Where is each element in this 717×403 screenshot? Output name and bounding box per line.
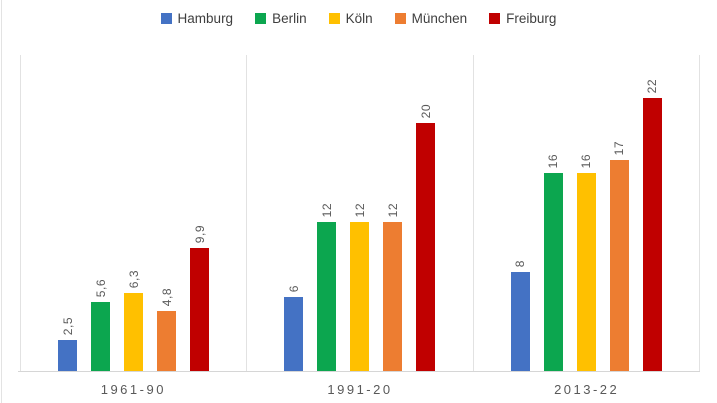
bar-value-label: 12: [319, 202, 334, 217]
bar-value-label: 16: [579, 153, 594, 168]
category-label-2013-22: 2013-22: [554, 382, 620, 397]
category-label-1991-20: 1991-20: [327, 382, 393, 397]
chart-legend: Hamburg Berlin Köln München Freiburg: [0, 11, 717, 26]
bar-group-münchen-2013-22: 17: [609, 140, 629, 371]
bar-freiburg-1991-20: [416, 123, 436, 371]
legend-label: Berlin: [272, 11, 307, 26]
category-axis-labels: 1961-90 1991-20 2013-22: [20, 382, 700, 397]
bar-group-freiburg-2013-22: 22: [642, 78, 662, 371]
plot-area: 2,5 5,6 6,3 4,8 9,9 6 12 12 12 20 8 16 16 17 22: [20, 55, 700, 371]
legend-item-freiburg: Freiburg: [489, 11, 556, 26]
bar-value-label: 20: [418, 103, 433, 118]
legend-swatch-icon: [160, 13, 172, 24]
bar-münchen-2013-22: [609, 160, 629, 371]
bar-freiburg-1961-90: [190, 248, 210, 371]
bar-group-freiburg-1991-20: 20: [416, 103, 436, 371]
bar-value-label: 5,6: [93, 278, 108, 297]
bar-value-label: 12: [385, 202, 400, 217]
bar-group-münchen-1991-20: 12: [383, 202, 403, 371]
legend-swatch-icon: [328, 13, 340, 24]
bar-hamburg-1961-90: [58, 340, 78, 371]
legend-label: Hamburg: [177, 11, 234, 26]
bar-köln-1961-90: [124, 293, 144, 371]
bar-group-berlin-1991-20: 12: [317, 202, 337, 371]
bar-freiburg-2013-22: [642, 98, 662, 371]
bar-berlin-2013-22: [543, 173, 563, 371]
bar-hamburg-1991-20: [284, 297, 304, 371]
legend-label: München: [411, 11, 468, 26]
legend-item-köln: Köln: [328, 11, 373, 26]
bar-value-label: 17: [612, 140, 627, 155]
panel-1991-20: 6 12 12 12 20: [246, 55, 472, 371]
screenshot-left-edge-line: [1, 0, 2, 403]
bar-group-hamburg-2013-22: 8: [510, 259, 530, 371]
bar-value-label: 8: [513, 259, 528, 267]
category-label-1961-90: 1961-90: [100, 382, 166, 397]
legend-swatch-icon: [255, 13, 267, 24]
bar-münchen-1991-20: [383, 222, 403, 371]
bar-group-hamburg-1961-90: 2,5: [58, 316, 78, 371]
legend-label: Freiburg: [506, 11, 557, 26]
bar-value-label: 2,5: [60, 316, 75, 335]
legend-swatch-icon: [394, 13, 406, 24]
bar-berlin-1961-90: [91, 302, 111, 371]
x-axis-line: [18, 371, 700, 372]
bar-group-köln-1961-90: 6,3: [124, 269, 144, 371]
bar-value-label: 6,3: [126, 269, 141, 288]
bar-group-köln-2013-22: 16: [576, 153, 596, 371]
legend-item-berlin: Berlin: [255, 11, 307, 26]
bar-group-köln-1991-20: 12: [350, 202, 370, 371]
bar-münchen-1961-90: [157, 311, 177, 371]
panel-2013-22: 8 16 16 17 22: [472, 55, 700, 371]
legend-item-münchen: München: [394, 11, 468, 26]
bar-group-berlin-2013-22: 16: [543, 153, 563, 371]
bar-group-hamburg-1991-20: 6: [284, 284, 304, 371]
bar-köln-2013-22: [576, 173, 596, 371]
bar-group-münchen-1961-90: 4,8: [157, 287, 177, 371]
bar-berlin-1991-20: [317, 222, 337, 371]
bar-value-label: 16: [546, 153, 561, 168]
bar-köln-1991-20: [350, 222, 370, 371]
legend-swatch-icon: [489, 13, 501, 24]
legend-item-hamburg: Hamburg: [160, 11, 234, 26]
bar-value-label: 4,8: [159, 287, 174, 306]
bar-value-label: 12: [352, 202, 367, 217]
bar-group-berlin-1961-90: 5,6: [91, 278, 111, 371]
legend-label: Köln: [345, 11, 373, 26]
bar-group-freiburg-1961-90: 9,9: [190, 224, 210, 371]
bar-value-label: 22: [645, 78, 660, 93]
bar-value-label: 6: [286, 284, 301, 292]
bar-value-label: 9,9: [192, 224, 207, 243]
panel-1961-90: 2,5 5,6 6,3 4,8 9,9: [20, 55, 246, 371]
bar-hamburg-2013-22: [510, 272, 530, 371]
